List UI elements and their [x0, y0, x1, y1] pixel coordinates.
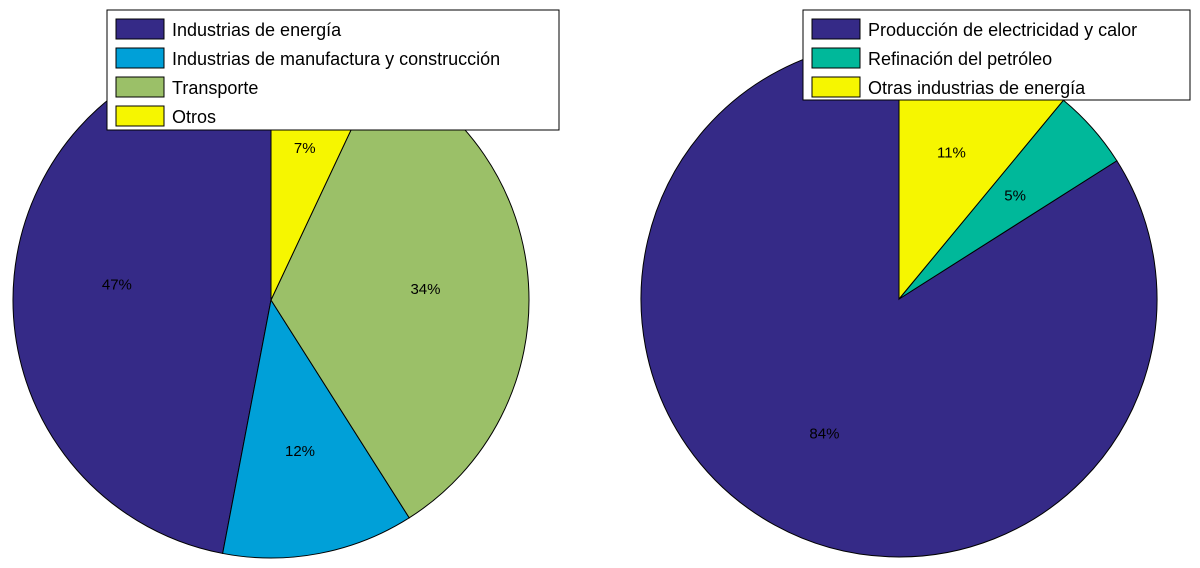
legend-sectors: Industrias de energía Industrias de manuf…	[106, 9, 560, 131]
legend-subsectors: Producción de electricidad y calor Refina…	[802, 9, 1191, 101]
legend-swatch	[811, 47, 861, 69]
legend-swatch	[115, 105, 165, 127]
pie-slice-label: 34%	[410, 281, 440, 298]
legend-box	[106, 9, 560, 131]
pie-slice-label: 11%	[937, 144, 966, 161]
pie-slice-label: 7%	[294, 140, 316, 157]
legend-entry-transporte: Transporte	[172, 78, 258, 98]
pie-slice-industrias-de-manufactura-y-construccion	[222, 298, 410, 559]
pie-slice-label: 47%	[102, 276, 132, 293]
legend-swatch	[115, 18, 165, 40]
legend-box	[802, 9, 1191, 101]
legend-swatch	[811, 76, 861, 98]
legend-entry-industrias-de-energia: Industrias de energía	[172, 20, 342, 40]
legend-entry-otras-industrias-de-energia: Otras industrias de energía	[868, 78, 1086, 98]
legend-swatch	[811, 18, 861, 40]
pie-slice-label: 5%	[1004, 188, 1026, 205]
legend-entry-otros: Otros	[172, 107, 216, 127]
legend-entry-produccion-de-electricidad-y-calor: Producción de electricidad y calor	[868, 20, 1137, 40]
legend-entry-refinacion-del-petroleo: Refinación del petróleo	[868, 49, 1052, 69]
legend-swatch	[115, 47, 165, 69]
pie-chart-subsectors: 84% 5% 11%	[640, 40, 1158, 558]
pie-slice-label: 12%	[285, 443, 315, 460]
pie-slice-label: 84%	[809, 426, 839, 443]
legend-swatch	[115, 76, 165, 98]
legend-entry-industrias-de-manufactura-y-construccion: Industrias de manufactura y construcción	[172, 49, 500, 69]
